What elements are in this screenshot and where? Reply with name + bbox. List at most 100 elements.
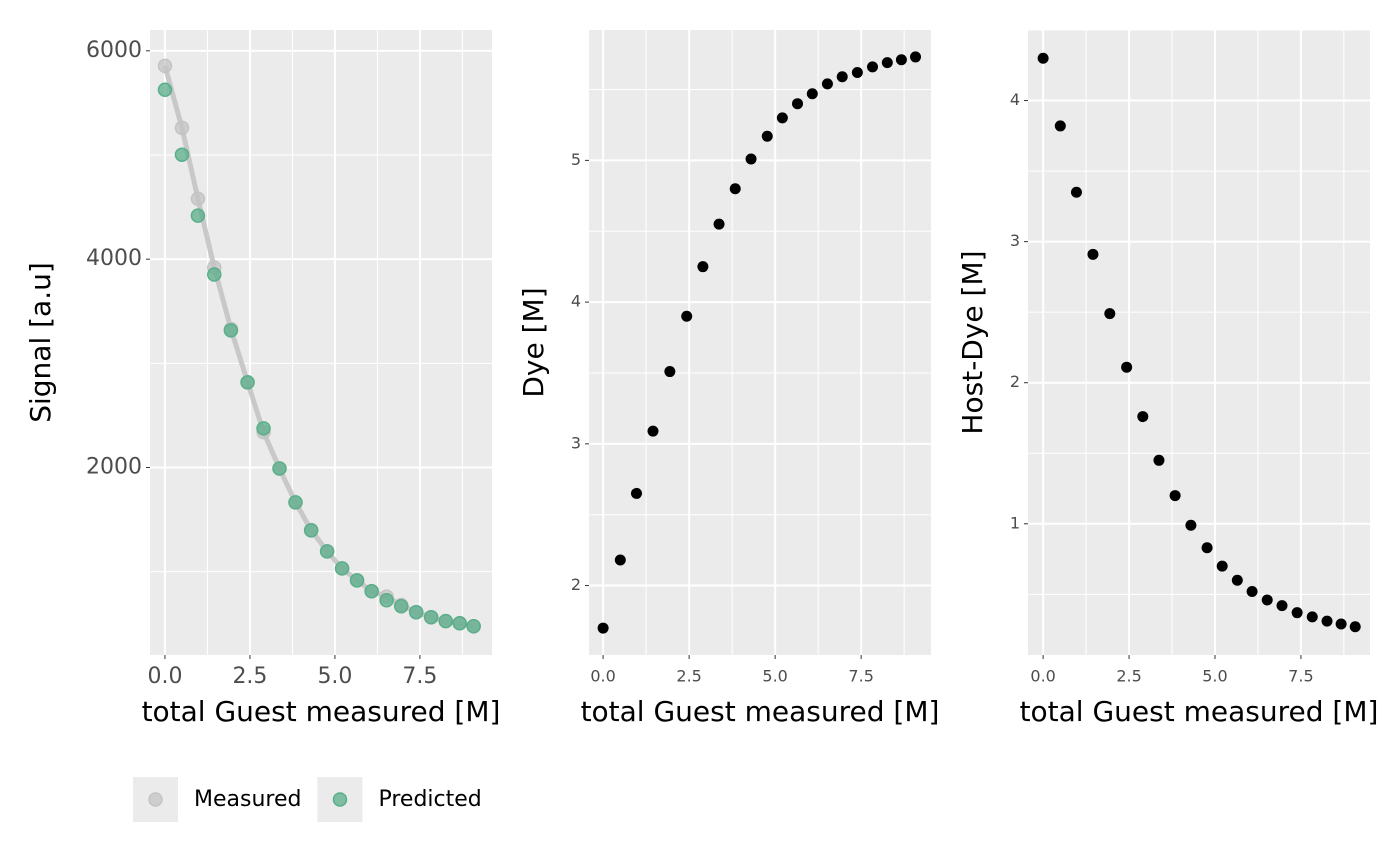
legend-symbol [332, 792, 348, 807]
legend-label: Measured [194, 787, 301, 812]
panel: 2000 4000 6000 0.0 2.5 5.0 7.5 Signal [a.u] [24, 30, 492, 689]
point [438, 613, 454, 629]
point [1201, 542, 1213, 554]
panel: 1 2 3 4 0.0 2.5 5.0 7.5 Host-Dye [M] [956, 29, 1370, 686]
point [1349, 621, 1361, 633]
y-tick-label: 4 [1010, 90, 1020, 109]
x-tick-label: 2.5 [676, 667, 701, 686]
y-tick-label: 4 [571, 292, 581, 311]
point [761, 130, 773, 142]
point [1246, 586, 1258, 598]
point [157, 82, 173, 98]
point [821, 78, 833, 90]
point [393, 599, 409, 614]
x-tick-label: 0.0 [590, 667, 615, 686]
point [207, 267, 222, 282]
x-tick-label: 7.5 [848, 667, 873, 686]
point [881, 57, 893, 69]
plot-background [1028, 30, 1370, 655]
point [288, 495, 303, 510]
point [190, 208, 206, 223]
point [745, 153, 757, 165]
point [614, 554, 626, 566]
plot-background [589, 30, 931, 655]
x-tick-label: 7.5 [1288, 667, 1313, 686]
y-tick-label: 1 [1010, 513, 1020, 532]
point [223, 323, 239, 338]
y-tick-label: 4000 [86, 246, 142, 271]
x-tick-label: 7.5 [402, 664, 437, 689]
point [1291, 607, 1303, 619]
point [157, 58, 173, 74]
point [1216, 560, 1228, 572]
point [597, 622, 609, 634]
point [792, 98, 804, 110]
point [303, 523, 319, 538]
point [664, 366, 676, 378]
y-tick-label: 6000 [86, 38, 142, 63]
point [174, 147, 190, 162]
point [1054, 120, 1066, 132]
x-axis-label: total Guest measured [M] [1020, 695, 1379, 728]
x-tick-label: 0.0 [1030, 667, 1055, 686]
y-axis-label: Signal [a.u] [24, 262, 57, 423]
point [1104, 308, 1116, 320]
point [1087, 248, 1099, 260]
point [423, 609, 439, 625]
point [466, 619, 481, 634]
point [190, 191, 206, 206]
y-tick-label: 3 [571, 433, 581, 452]
x-axis-label: total Guest measured [M] [581, 695, 940, 728]
point [681, 310, 693, 322]
point [1231, 574, 1243, 586]
point [319, 544, 335, 559]
point [1321, 615, 1333, 627]
x-tick-label: 2.5 [1116, 667, 1141, 686]
point [349, 573, 365, 588]
point [729, 183, 741, 195]
point [1335, 618, 1347, 630]
x-tick-label: 2.5 [232, 664, 267, 689]
y-tick-label: 2 [1010, 372, 1020, 391]
legend-symbol [148, 792, 163, 807]
point [697, 261, 709, 273]
point [272, 461, 287, 476]
legend-label: Predicted [378, 787, 481, 812]
y-axis-label: Host-Dye [M] [956, 250, 989, 434]
point [256, 421, 271, 436]
point [379, 592, 394, 608]
x-tick-label: 5.0 [317, 664, 352, 689]
point [1306, 611, 1318, 623]
point [806, 88, 818, 100]
panel-labels: total Guest measured [M] [142, 695, 501, 728]
point [910, 51, 922, 63]
point [1261, 594, 1273, 606]
point [1037, 52, 1049, 64]
point [867, 61, 879, 73]
y-tick-label: 2000 [86, 455, 142, 480]
point [1169, 490, 1181, 502]
point [1137, 411, 1149, 423]
point [408, 604, 424, 620]
y-tick-label: 3 [1010, 231, 1020, 250]
panel-labels: total Guest measured [M] [581, 695, 940, 728]
point [452, 615, 467, 631]
point [1121, 361, 1133, 373]
point [1185, 519, 1197, 531]
point [240, 375, 255, 390]
y-axis-label: Dye [M] [517, 287, 550, 397]
point [1276, 600, 1288, 612]
point [174, 120, 190, 136]
x-tick-label: 5.0 [762, 667, 787, 686]
point [851, 67, 863, 79]
point [836, 71, 848, 83]
point [1153, 454, 1165, 466]
point [776, 112, 788, 124]
x-tick-label: 5.0 [1202, 667, 1227, 686]
panel-labels: total Guest measured [M] [1020, 695, 1379, 728]
point [1070, 186, 1082, 198]
y-tick-label: 5 [571, 150, 581, 169]
plot-background [150, 30, 492, 655]
x-tick-label: 0.0 [147, 664, 182, 689]
